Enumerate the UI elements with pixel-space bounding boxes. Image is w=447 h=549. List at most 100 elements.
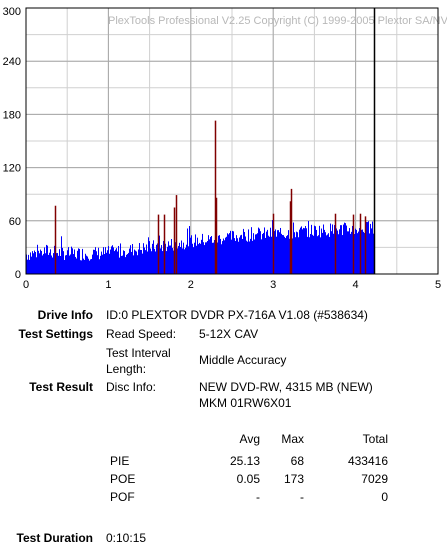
x-tick-label: 5	[435, 279, 441, 291]
pie-bar	[130, 245, 131, 274]
pie-bar	[126, 254, 127, 274]
pie-bar	[107, 250, 108, 274]
stats-row-name: POE	[110, 472, 136, 486]
pie-bar	[53, 253, 54, 274]
test-settings-label: Test Settings	[18, 327, 93, 341]
pie-bar	[183, 242, 184, 274]
pie-bar	[330, 223, 331, 274]
pie-bar	[282, 235, 283, 274]
pie-bar	[263, 232, 264, 274]
pie-bar	[168, 241, 169, 274]
pie-bar	[181, 240, 182, 274]
pie-bar	[241, 234, 242, 274]
pie-bar	[167, 246, 168, 274]
stats-header-max: Max	[281, 432, 304, 446]
pie-bar	[79, 248, 80, 274]
pie-bar	[351, 231, 352, 274]
pie-bar	[356, 229, 357, 274]
pie-bar	[91, 258, 92, 274]
x-tick-label: 3	[270, 279, 276, 291]
pie-bar	[234, 238, 235, 274]
pie-bar	[102, 254, 103, 274]
pie-bar	[312, 234, 313, 274]
pie-bar	[36, 257, 37, 274]
pie-bar	[271, 236, 272, 274]
pie-bar	[284, 236, 285, 274]
pie-bar	[285, 238, 286, 274]
pie-bar	[349, 228, 350, 274]
pie-bar	[339, 229, 340, 274]
pie-bar	[318, 235, 319, 274]
pie-bar	[299, 229, 300, 274]
pie-bar	[60, 255, 61, 274]
pie-bar	[163, 240, 164, 274]
stats-row-max: 173	[283, 472, 304, 486]
pie-bar	[199, 242, 200, 274]
y-axis-ticks: 0 60 120 180 240 300	[3, 6, 21, 281]
pie-bar	[127, 254, 128, 274]
pie-bar	[338, 234, 339, 274]
chart-series	[26, 8, 376, 274]
pie-bar	[49, 252, 50, 274]
pie-bar	[210, 237, 211, 274]
pie-bar	[45, 253, 46, 274]
pie-bar	[368, 221, 369, 274]
pie-bar	[159, 235, 160, 274]
pie-bar	[306, 228, 307, 274]
pie-bar	[133, 255, 134, 274]
pie-bar	[207, 240, 208, 274]
pie-bar	[172, 247, 173, 274]
pie-bar	[132, 244, 133, 274]
pie-bar	[222, 241, 223, 274]
pie-bar	[341, 225, 342, 274]
stats-row-name: POF	[110, 490, 135, 504]
pie-bar	[146, 244, 147, 274]
pie-bar	[194, 242, 195, 274]
pie-bar	[298, 237, 299, 274]
pie-bar	[244, 231, 245, 274]
pie-bar	[352, 225, 353, 274]
pie-bar	[197, 237, 198, 274]
y-tick-label: 180	[3, 109, 21, 121]
pie-bar	[62, 247, 63, 274]
stats-row-name: PIE	[110, 454, 130, 468]
pie-bar	[35, 252, 36, 274]
pie-bar	[292, 238, 293, 274]
pie-bar	[50, 249, 51, 274]
pie-bar	[250, 238, 251, 274]
pie-bar	[137, 255, 138, 274]
stats-row-total: 7029	[361, 472, 388, 486]
pie-bar	[230, 230, 231, 274]
y-tick-label: 0	[15, 269, 21, 281]
pie-bar	[296, 231, 297, 274]
pie-bar	[357, 233, 358, 274]
pie-bar	[198, 244, 199, 274]
pie-bar	[108, 246, 109, 274]
pie-bar	[236, 235, 237, 274]
pie-bar	[28, 254, 29, 274]
pie-bar	[157, 243, 158, 274]
pie-bar	[358, 231, 359, 274]
pie-bar	[87, 256, 88, 274]
pie-bar	[69, 255, 70, 274]
pie-bar	[94, 249, 95, 274]
stats-header-total: Total	[362, 432, 388, 446]
pie-bar	[314, 225, 315, 274]
pie-bar	[261, 239, 262, 274]
pie-bar	[48, 254, 49, 274]
x-tick-label: 1	[105, 279, 111, 291]
pie-bar	[97, 255, 98, 274]
pie-bar	[71, 246, 72, 274]
pie-bar	[68, 247, 69, 274]
pie-bar	[179, 242, 180, 274]
pie-bar	[260, 231, 261, 274]
pie-bar	[308, 221, 309, 274]
pie-bar	[189, 226, 190, 274]
pie-bar	[325, 232, 326, 274]
pie-bar	[228, 234, 229, 274]
pie-bar	[348, 231, 349, 274]
pie-bar	[77, 250, 78, 274]
pie-bar	[289, 238, 290, 274]
pie-bar	[232, 230, 233, 274]
pie-bar	[270, 227, 271, 274]
